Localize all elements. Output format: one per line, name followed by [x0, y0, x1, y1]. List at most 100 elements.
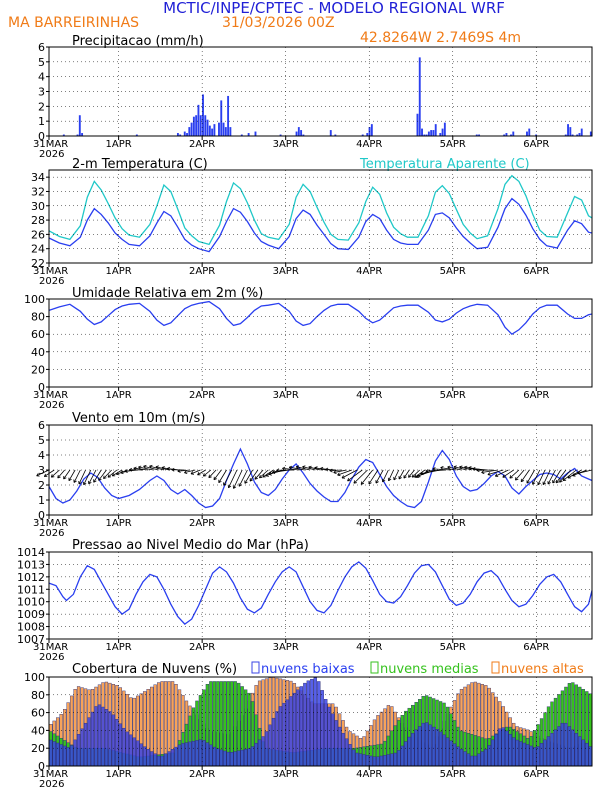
humidity-x-tick-label: 3APR [273, 390, 299, 401]
precipitation-bar [576, 134, 579, 136]
humidity-y-tick-label: 80 [31, 311, 45, 324]
wind-arrow [520, 469, 530, 483]
wind-arrow [337, 469, 352, 476]
precipitation-bar [213, 124, 216, 136]
cloud-cover-bar-nuvens-baixas [418, 726, 422, 767]
cloud-cover-bar-nuvens-altas [160, 681, 164, 767]
wind-arrow-head [93, 479, 97, 483]
precipitation-y-tick-label: 3 [38, 86, 45, 99]
wind-arrow-head [329, 468, 333, 473]
cloud-cover-bar-nuvens-baixas [344, 738, 349, 767]
precipitation-bar [503, 134, 506, 136]
pressure-y-tick-label: 1011 [17, 583, 45, 596]
wind-arrow-head [177, 469, 181, 473]
precipitation-bar [361, 134, 364, 136]
cloud-cover-bar-nuvens-baixas [306, 680, 310, 767]
precipitation-bar [295, 131, 298, 136]
wind-arrow-head [161, 466, 165, 470]
precipitation-bar [279, 134, 282, 136]
wind-arrow [314, 467, 326, 471]
cloud-cover-bar-nuvens-baixas [174, 746, 178, 767]
cloud-cover-bar-nuvens-baixas [334, 720, 338, 767]
precipitation-x-tick-label: 2APR [189, 139, 215, 150]
cloud-cover-bar-nuvens-baixas [383, 755, 387, 767]
wind-arrow-head [487, 472, 491, 476]
cloud-cover-bar-nuvens-baixas [317, 681, 321, 767]
cloud-cover-bar-nuvens-baixas [271, 717, 276, 767]
cloud-cover-bar-nuvens-baixas [550, 732, 554, 767]
cloud-cover-bar-nuvens-baixas [303, 682, 307, 767]
temperature-line-temperature [48, 197, 593, 253]
wind-arrow [197, 469, 206, 476]
wind-arrow [149, 465, 164, 471]
wind-arrow [208, 469, 217, 478]
wind-arrow [464, 466, 478, 471]
wind-arrow-head [232, 485, 237, 489]
pressure-y-tick-label: 1013 [17, 558, 45, 571]
wind-arrow-head [347, 477, 351, 482]
precipitation-y-tick-label: 5 [38, 56, 45, 69]
wind-arrow [526, 469, 535, 484]
wind-arrow-head [50, 474, 55, 478]
wind-arrow-head [116, 471, 120, 476]
precipitation-bar [135, 134, 138, 136]
cloud-cover-bar-nuvens-baixas [59, 744, 63, 767]
precipitation-bar [78, 115, 81, 136]
cloud-cover-bar-nuvens-baixas [146, 749, 150, 767]
wind-arrow-head [88, 480, 92, 485]
wind-arrow [559, 469, 572, 483]
wind-x-tick-label: 2APR [189, 518, 215, 529]
wind-arrow [98, 469, 107, 481]
wind-arrow [259, 469, 269, 479]
precipitation-bar [179, 134, 182, 136]
cloud-cover-bar-nuvens-baixas [519, 741, 523, 767]
wind-arrow-head [403, 475, 407, 479]
cloud-cover-x-tick-label: 4APR [356, 769, 382, 780]
wind-arrow-head [537, 481, 541, 486]
cloud-cover-bar-nuvens-baixas [459, 749, 464, 767]
wind-arrow [453, 466, 467, 471]
cloud-cover-bar-nuvens-baixas [223, 750, 227, 767]
wind-y-tick-label: 0 [38, 509, 45, 522]
wind-arrow-head [572, 473, 576, 477]
pressure-y-tick-label: 1010 [17, 596, 45, 609]
wind-arrow-head [171, 467, 175, 472]
cloud-cover-bar-nuvens-baixas [310, 679, 314, 767]
cloud-cover-bar-nuvens-baixas [83, 722, 88, 767]
wind-arrow-head [262, 474, 266, 478]
humidity-x-tick-label: 4APR [356, 390, 382, 401]
precipitation-bar [176, 133, 179, 136]
precipitation-bar [418, 57, 421, 137]
cloud-cover-bar-nuvens-baixas [177, 744, 182, 767]
cloud-cover-bar-nuvens-baixas [125, 731, 129, 767]
precipitation-x-tick-label: 3APR [273, 139, 299, 150]
cloud-cover-bar-nuvens-baixas [188, 741, 192, 767]
cloud-cover-bar-nuvens-baixas [557, 726, 561, 767]
cloud-cover-bar-nuvens-baixas [372, 756, 377, 767]
precipitation-y-tick-label: 4 [38, 71, 45, 84]
cloud-cover-bar-nuvens-baixas [431, 726, 436, 767]
wind-arrow [78, 469, 86, 485]
precipitation-bar [297, 127, 300, 136]
wind-arrow [83, 469, 92, 485]
cloud-cover-bar-nuvens-baixas [393, 752, 397, 767]
humidity-y-tick-label: 40 [31, 346, 45, 359]
wind-arrow [133, 467, 149, 471]
wind-arrow [51, 469, 60, 478]
precipitation-bar [197, 104, 200, 136]
precipitation-bar [220, 100, 223, 136]
wind-arrow [68, 469, 76, 481]
wind-arrow-head [381, 478, 386, 483]
wind-arrow-head [308, 465, 312, 470]
wind-arrow [177, 469, 191, 472]
wind-arrow-head [555, 479, 560, 484]
wind-arrow-head [333, 470, 337, 474]
cloud-cover-bar-nuvens-baixas [268, 724, 272, 767]
cloud-cover-bar-nuvens-baixas [358, 753, 363, 767]
wind-title: Vento em 10m (m/s) [72, 411, 205, 426]
precipitation-bar [589, 131, 592, 136]
precipitation-bar [240, 134, 243, 136]
cloud-cover-bar-nuvens-baixas [376, 756, 380, 767]
precipitation-bar [302, 134, 305, 136]
